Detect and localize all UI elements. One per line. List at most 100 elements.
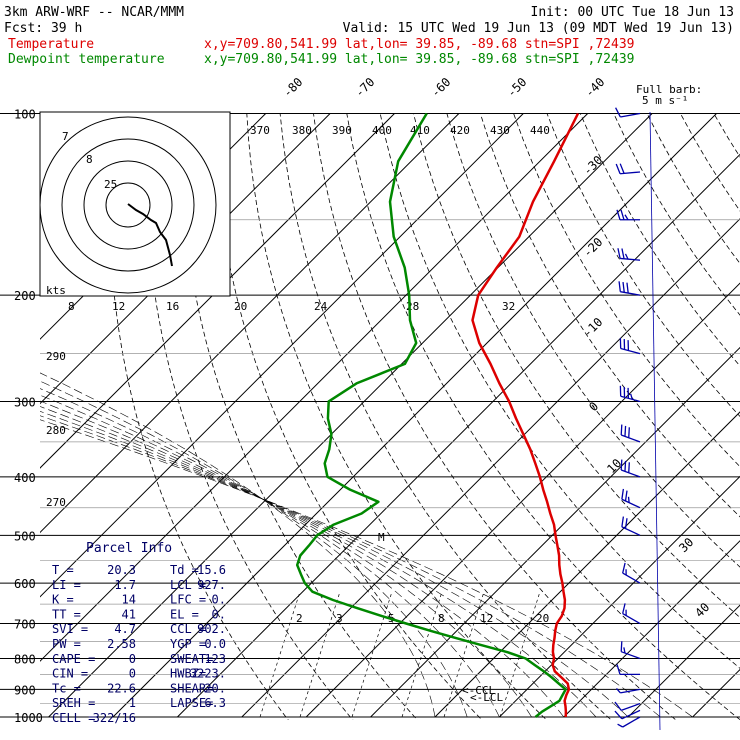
parcel-info-cell: CIN = xyxy=(52,667,88,681)
temperature-legend-label: Temperature xyxy=(8,37,94,52)
wind-barb xyxy=(615,163,641,175)
parcel-info-cell: 6.3 xyxy=(204,696,226,710)
mixing-ratio-line xyxy=(299,591,341,718)
parcel-info-cell: SVI = xyxy=(52,622,88,636)
wind-barb xyxy=(615,107,641,118)
theta-label: 390 xyxy=(332,124,352,137)
theta-label: 440 xyxy=(530,124,550,137)
lcl-label: <-LCL xyxy=(470,691,503,704)
valid-time: Valid: 15 UTC Wed 19 Jun 13 (09 MDT Wed … xyxy=(343,21,734,36)
parcel-info-cell: SHEAR= xyxy=(170,681,213,695)
mixing-ratio-line xyxy=(259,591,301,718)
parcel-info-cell: 123 xyxy=(204,652,226,666)
isotherm-label: -50 xyxy=(504,75,529,100)
moist-adiabat-line xyxy=(40,415,661,718)
mixing-ratio-label: 8 xyxy=(438,612,445,625)
moist-adiabat-line xyxy=(40,406,597,718)
parcel-info-cell: TT = xyxy=(52,607,81,621)
parcel-info-cell: 2.58 xyxy=(107,637,136,651)
hodograph-ring-outermost xyxy=(39,116,217,294)
parcel-info-cell: 0 xyxy=(129,667,136,681)
isotherm-line xyxy=(499,475,740,718)
hodograph-ring-outer xyxy=(61,138,195,272)
mixing-ratio-line xyxy=(443,591,485,718)
parcel-info-cell: 1 xyxy=(129,696,136,710)
parcel-info-cell: 3223. xyxy=(190,667,226,681)
hodograph-tick-label: 20 xyxy=(234,300,247,313)
pressure-label: 700 xyxy=(14,618,36,632)
init-time: Init: 00 UTC Tue 18 Jun 13 xyxy=(531,5,735,20)
dry-adiabat-line xyxy=(279,113,612,720)
dry-adiabat-line xyxy=(579,113,740,367)
wind-barb xyxy=(619,385,641,403)
hodograph-frame xyxy=(39,111,231,297)
isotherm-line xyxy=(112,113,717,718)
wind-barb xyxy=(620,641,641,660)
wind-legend-title: Full barb: xyxy=(636,83,702,96)
hodograph-tick-label: 16 xyxy=(166,300,179,313)
parcel-info-cell: LAPSE= xyxy=(170,696,213,710)
pressure-label: 100 xyxy=(14,108,36,122)
parcel-info-cell: 41 xyxy=(122,607,136,621)
dry-adiabat-line xyxy=(144,113,354,720)
forecast-hour: Fcst: 39 h xyxy=(4,21,82,36)
pressure-label: 500 xyxy=(14,529,36,543)
parcel-info-cell: SREH = xyxy=(52,696,95,710)
max-temp-marker: M xyxy=(378,531,385,544)
pressure-label: 800 xyxy=(14,653,36,667)
theta-label: 270 xyxy=(46,496,66,509)
wind-barb xyxy=(621,488,641,509)
hodograph-ring-inner xyxy=(105,182,151,228)
parcel-info-cell: 0 xyxy=(129,652,136,666)
isotherm-line xyxy=(40,113,524,598)
parcel-info-cell: HWBZ= xyxy=(170,667,206,681)
dry-adiabat-line xyxy=(680,113,740,212)
dewpoint-trace xyxy=(295,112,567,718)
isotherm-line xyxy=(241,218,740,718)
wind-barb xyxy=(622,603,641,625)
mixing-ratio-line xyxy=(401,591,443,718)
theta-label: 380 xyxy=(292,124,312,137)
parcel-info-cell: 1.7 xyxy=(114,578,136,592)
pressure-label: 300 xyxy=(14,395,36,409)
wind-barb xyxy=(616,209,640,221)
parcel-info-title: Parcel Info xyxy=(86,541,172,556)
isotherm-line xyxy=(692,668,740,718)
wind-barb xyxy=(615,688,641,694)
isotherm-label: 40 xyxy=(692,600,712,620)
isotherm-line xyxy=(40,113,589,662)
parcel-info-cell: K = xyxy=(52,593,74,607)
theta-label: 430 xyxy=(490,124,510,137)
moist-adiabat-line xyxy=(40,380,468,718)
isotherm-label: -40 xyxy=(582,75,607,100)
isotherm-label: -30 xyxy=(580,153,605,178)
dry-adiabat-line xyxy=(179,113,418,720)
parcel-info-cell: LFC = xyxy=(170,593,206,607)
parcel-info-cell: CAPE = xyxy=(52,652,95,666)
wind-barb xyxy=(620,424,641,443)
temperature-trace xyxy=(471,112,580,718)
sounding-traces xyxy=(295,112,580,718)
hodograph-unit: kts xyxy=(46,284,66,297)
wind-barb xyxy=(621,516,641,536)
parcel-info-cell: EL = xyxy=(170,607,199,621)
wind-barb xyxy=(614,709,641,720)
parcel-info-cell: 902. xyxy=(197,622,226,636)
parcel-info-cell: SWEAT= xyxy=(170,652,213,666)
wind-barb xyxy=(617,248,641,261)
isotherm-line xyxy=(305,282,740,718)
parcel-info-cell: 14 xyxy=(122,593,136,607)
hodograph-tick-label: 12 xyxy=(112,300,125,313)
dry-adiabat-line xyxy=(379,113,740,669)
mixing-ratio-label: 2 xyxy=(296,612,303,625)
dry-adiabat-line xyxy=(413,113,740,619)
parcel-info-cell: 15.6 xyxy=(197,563,226,577)
hodograph: 25 8 7 kts xyxy=(39,111,231,297)
isotherm-line xyxy=(177,153,740,718)
hodograph-trace xyxy=(127,203,173,267)
parcel-info-cell: 22.6 xyxy=(107,681,136,695)
dry-adiabat-line xyxy=(546,113,740,418)
isotherm-line xyxy=(563,540,740,718)
